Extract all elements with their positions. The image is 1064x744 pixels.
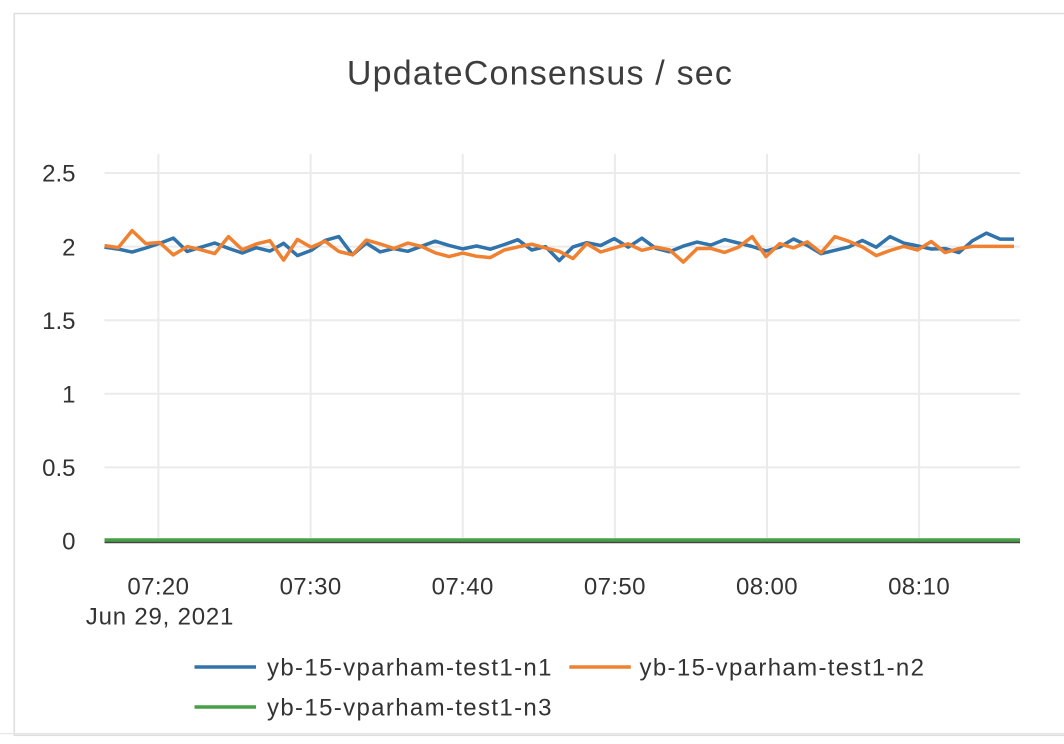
svg-text:07:40: 07:40 bbox=[432, 574, 494, 601]
svg-text:1.5: 1.5 bbox=[42, 308, 75, 335]
svg-text:2.5: 2.5 bbox=[42, 161, 75, 188]
svg-text:UpdateConsensus / sec: UpdateConsensus / sec bbox=[347, 55, 733, 93]
svg-text:yb-15-vparham-test1-n2: yb-15-vparham-test1-n2 bbox=[640, 655, 926, 682]
svg-text:07:20: 07:20 bbox=[127, 574, 189, 601]
svg-text:0.5: 0.5 bbox=[42, 455, 75, 482]
svg-text:Jun 29, 2021: Jun 29, 2021 bbox=[86, 603, 234, 630]
svg-text:yb-15-vparham-test1-n1: yb-15-vparham-test1-n1 bbox=[267, 655, 553, 682]
svg-text:08:00: 08:00 bbox=[736, 574, 798, 601]
svg-text:2: 2 bbox=[62, 234, 75, 261]
svg-text:1: 1 bbox=[62, 382, 75, 409]
svg-text:yb-15-vparham-test1-n3: yb-15-vparham-test1-n3 bbox=[267, 695, 553, 722]
svg-text:08:10: 08:10 bbox=[888, 574, 950, 601]
svg-text:07:30: 07:30 bbox=[280, 574, 342, 601]
svg-text:0: 0 bbox=[62, 529, 75, 556]
svg-text:07:50: 07:50 bbox=[584, 574, 646, 601]
